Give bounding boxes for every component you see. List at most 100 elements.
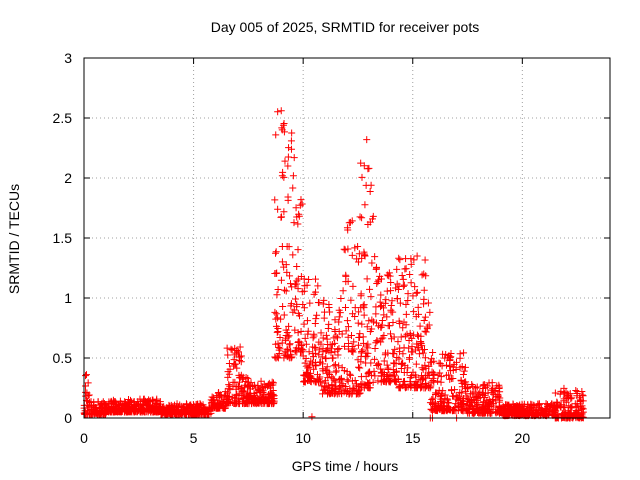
data-point <box>280 311 288 319</box>
data-point <box>413 331 421 339</box>
data-point <box>127 396 135 404</box>
data-point <box>395 317 403 325</box>
data-point <box>285 322 293 330</box>
data-point <box>155 402 163 410</box>
data-point <box>350 338 358 346</box>
data-point <box>447 375 455 383</box>
data-point <box>292 204 300 212</box>
data-point <box>365 317 373 325</box>
data-point <box>334 351 342 359</box>
data-point <box>280 173 288 181</box>
data-point <box>493 382 501 390</box>
data-point <box>317 329 325 337</box>
data-point <box>396 299 404 307</box>
data-point <box>312 344 320 352</box>
data-point <box>395 254 403 262</box>
data-point <box>323 369 331 377</box>
data-point <box>407 255 415 263</box>
data-point <box>143 398 151 406</box>
data-point <box>415 310 423 318</box>
data-point <box>288 129 296 137</box>
data-point <box>298 200 306 208</box>
data-point <box>234 348 242 356</box>
data-point <box>309 353 317 361</box>
data-point <box>289 172 297 180</box>
data-point <box>363 136 371 144</box>
data-point <box>491 408 499 416</box>
data-point <box>413 252 421 260</box>
data-point <box>231 344 239 352</box>
data-point <box>374 377 382 385</box>
data-point <box>348 332 356 340</box>
data-point <box>330 376 338 384</box>
data-point <box>260 390 268 398</box>
data-point <box>236 353 244 361</box>
y-tick-label: 0 <box>64 410 72 426</box>
data-point <box>224 351 232 359</box>
data-point <box>232 392 240 400</box>
data-point <box>438 397 446 405</box>
data-point <box>528 403 536 411</box>
data-point <box>117 407 125 415</box>
data-point <box>513 408 521 416</box>
data-point <box>279 302 287 310</box>
data-point <box>402 300 410 308</box>
data-point <box>250 393 258 401</box>
data-point <box>412 373 420 381</box>
data-point <box>330 362 338 370</box>
data-point <box>282 287 290 295</box>
data-point <box>402 310 410 318</box>
data-point <box>358 254 366 262</box>
data-point <box>320 296 328 304</box>
data-point <box>420 286 428 294</box>
data-point <box>373 362 381 370</box>
data-point <box>251 381 259 389</box>
data-point <box>312 362 320 370</box>
data-point <box>339 382 347 390</box>
data-point <box>396 383 404 391</box>
data-point <box>285 341 293 349</box>
data-point <box>284 352 292 360</box>
data-point <box>377 338 385 346</box>
data-point <box>574 403 582 411</box>
data-point <box>412 289 420 297</box>
data-point <box>348 343 356 351</box>
data-point <box>407 372 415 380</box>
data-point <box>382 378 390 386</box>
data-point <box>328 373 336 381</box>
data-point <box>414 332 422 340</box>
data-point <box>395 282 403 290</box>
data-point <box>355 308 363 316</box>
data-point <box>130 408 138 416</box>
data-point <box>397 333 405 341</box>
data-point <box>272 131 280 139</box>
data-point <box>279 168 287 176</box>
data-point <box>87 398 95 406</box>
data-point <box>447 386 455 394</box>
data-point <box>102 406 110 414</box>
data-point <box>278 213 286 221</box>
data-point <box>421 354 429 362</box>
data-point <box>399 324 407 332</box>
data-point <box>565 410 573 418</box>
data-point <box>377 302 385 310</box>
data-point <box>277 276 285 284</box>
data-point <box>357 352 365 360</box>
data-point <box>302 354 310 362</box>
data-point <box>411 384 419 392</box>
data-point <box>490 387 498 395</box>
data-point <box>223 344 231 352</box>
data-point <box>140 395 148 403</box>
data-point <box>323 347 331 355</box>
data-point <box>362 372 370 380</box>
data-point <box>560 384 568 392</box>
data-point <box>374 360 382 368</box>
data-point <box>194 403 202 411</box>
data-point <box>264 381 272 389</box>
data-point <box>335 313 343 321</box>
grid-layer <box>84 58 610 418</box>
data-point <box>288 353 296 361</box>
data-point <box>492 393 500 401</box>
data-point <box>232 360 240 368</box>
data-point <box>294 246 302 254</box>
